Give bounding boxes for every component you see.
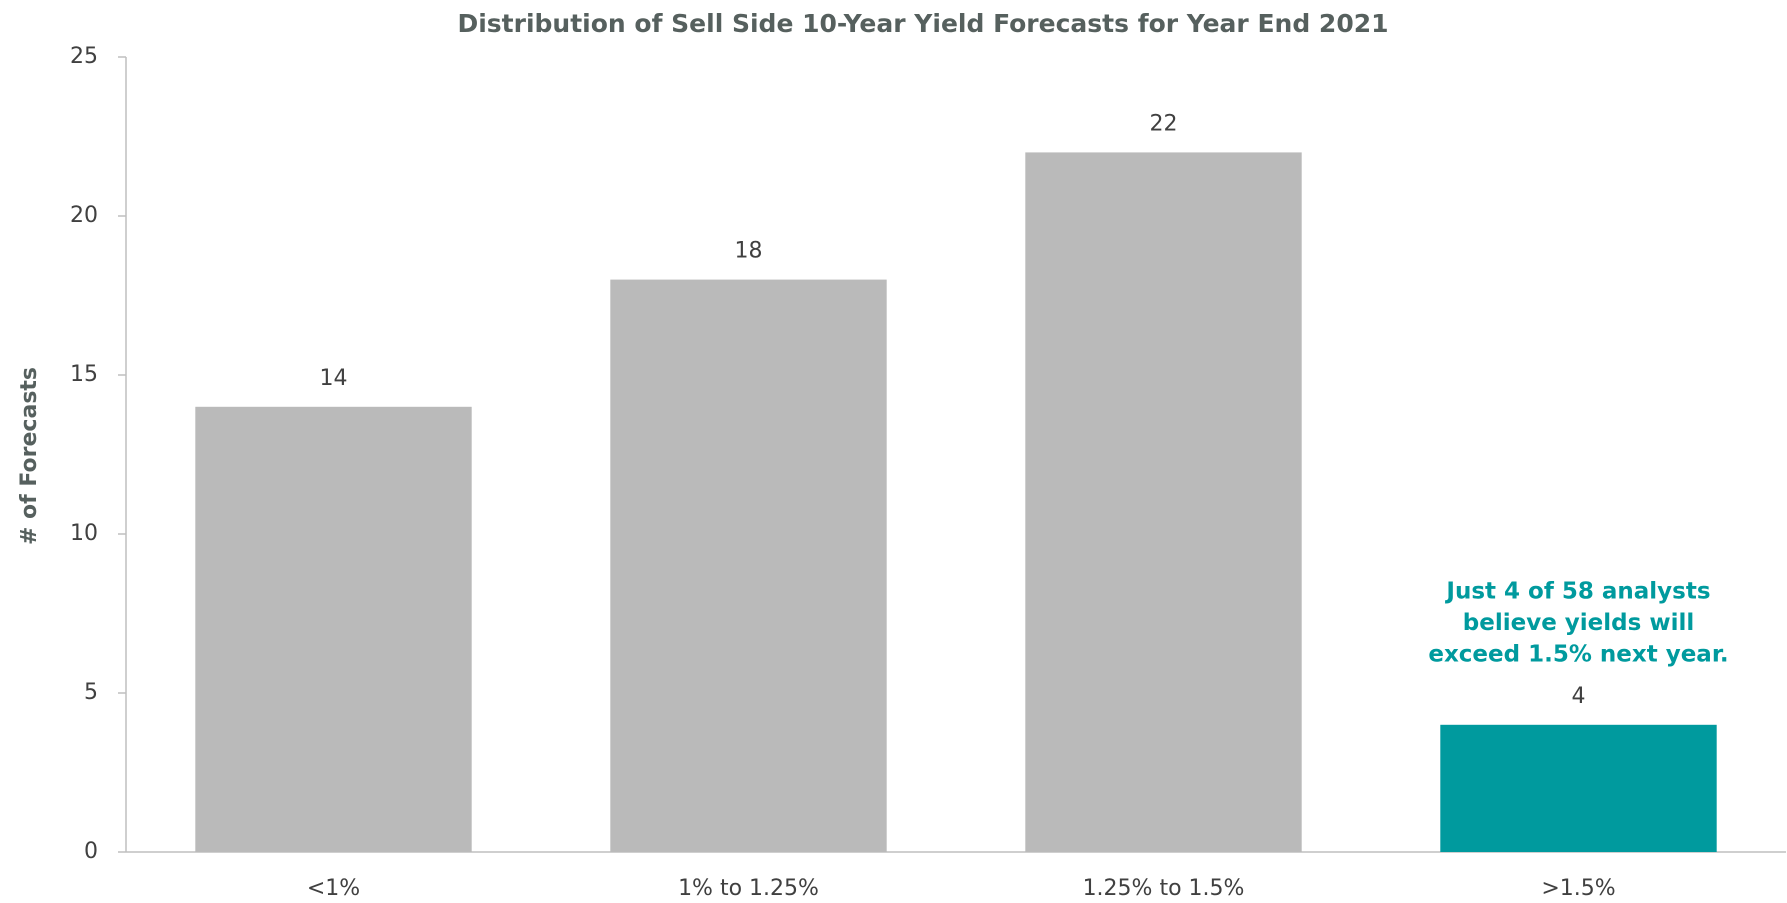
bar <box>610 279 887 853</box>
y-tick-label: 5 <box>84 680 98 705</box>
y-tick-label: 0 <box>84 839 98 864</box>
data-label: 22 <box>1150 111 1178 136</box>
annotation: exceed 1.5% next year. <box>1428 641 1728 667</box>
data-label: 14 <box>320 366 348 391</box>
bar <box>1025 152 1302 852</box>
x-tick-label: 1.25% to 1.5% <box>1083 876 1245 901</box>
y-axis-label: # of Forecasts <box>17 367 42 545</box>
chart-title: Distribution of Sell Side 10-Year Yield … <box>457 9 1388 38</box>
y-tick-label: 15 <box>70 362 98 387</box>
annotation: Just 4 of 58 analysts <box>1444 578 1710 604</box>
data-label: 4 <box>1572 684 1586 709</box>
bar <box>195 406 472 852</box>
bar <box>1440 724 1717 852</box>
annotation: believe yields will <box>1463 610 1694 636</box>
y-tick-label: 20 <box>70 203 98 228</box>
x-tick-label: 1% to 1.25% <box>678 876 819 901</box>
data-label: 18 <box>735 239 763 264</box>
x-tick-label: >1.5% <box>1541 876 1615 901</box>
x-tick-label: <1% <box>307 876 360 901</box>
y-tick-label: 10 <box>70 521 98 546</box>
y-tick-label: 25 <box>70 44 98 69</box>
